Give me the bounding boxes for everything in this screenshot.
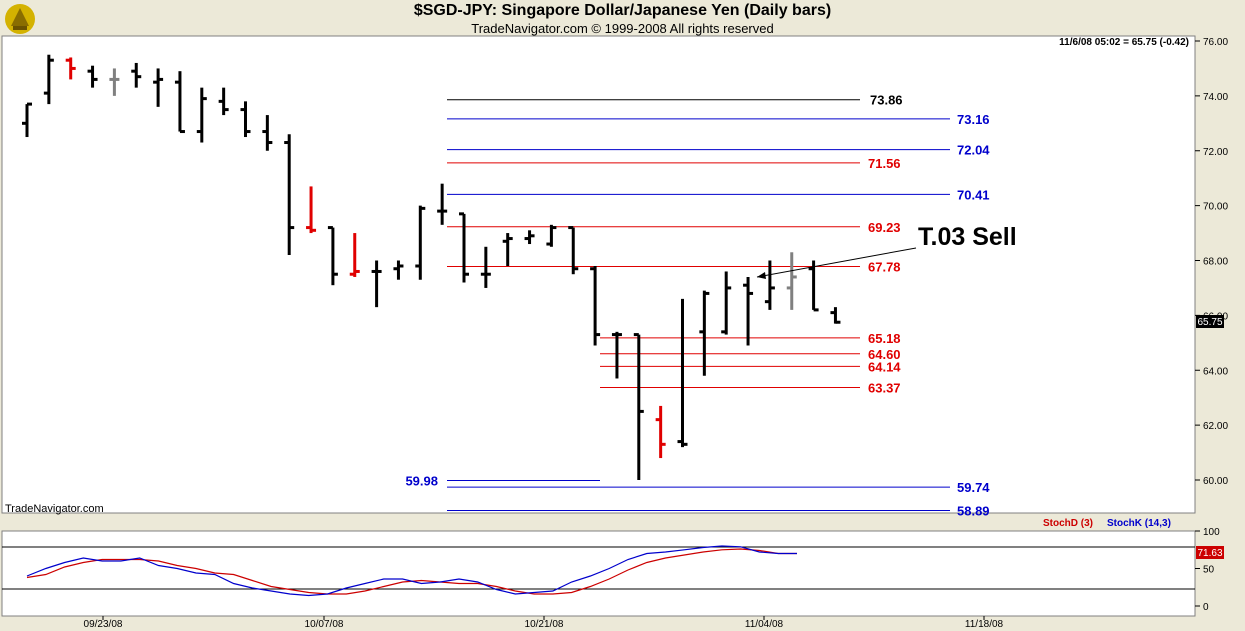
level-label: 65.18 bbox=[868, 331, 901, 346]
ohlc-bar bbox=[306, 186, 317, 234]
ohlc-bar bbox=[371, 260, 382, 308]
ohlc-bar bbox=[22, 102, 32, 138]
stoch-tick-label: 50 bbox=[1203, 565, 1215, 576]
x-tick-label: 10/07/08 bbox=[305, 619, 344, 630]
x-axis: 09/23/08 10/07/08 10/21/08 11/04/08 11/18/08 bbox=[84, 616, 1004, 630]
price-tick-label: 64.00 bbox=[1203, 366, 1228, 377]
price-tick-label: 74.00 bbox=[1203, 92, 1228, 103]
copyright: TradeNavigator.com © 1999-2008 All right… bbox=[471, 21, 774, 36]
last-price-tag bbox=[1196, 315, 1224, 328]
price-bars bbox=[22, 54, 841, 480]
level-label: 73.86 bbox=[870, 93, 903, 108]
ohlc-bar bbox=[109, 68, 120, 96]
ohlc-bar bbox=[437, 183, 448, 225]
price-y-axis: 76.0074.0072.0070.0068.0066.0064.0062.00… bbox=[1195, 37, 1228, 487]
stoch-tick-label: 100 bbox=[1203, 527, 1220, 538]
ohlc-bar bbox=[87, 65, 98, 88]
price-levels: 73.86 73.16 72.04 71.56 70.41 69.23 67.78 65.18… bbox=[405, 93, 990, 519]
x-tick-label: 11/18/08 bbox=[965, 619, 1004, 630]
ohlc-bar bbox=[764, 260, 775, 310]
ohlc-bar bbox=[349, 233, 360, 277]
ohlc-bar bbox=[393, 260, 404, 280]
x-tick-label: 10/21/08 bbox=[525, 619, 564, 630]
level-label: 64.14 bbox=[868, 359, 901, 374]
ohlc-bar bbox=[459, 212, 469, 283]
ohlc-bar bbox=[524, 230, 535, 245]
level-label: 71.56 bbox=[868, 156, 901, 171]
price-tick-label: 76.00 bbox=[1203, 37, 1228, 48]
level-label: 59.98 bbox=[405, 474, 438, 489]
watermark: TradeNavigator.com bbox=[5, 503, 104, 515]
stoch-tick-label: 0 bbox=[1203, 602, 1209, 613]
ohlc-bar bbox=[502, 233, 513, 266]
level-label: 70.41 bbox=[957, 187, 990, 202]
ohlc-bar bbox=[480, 246, 491, 288]
price-tick-label: 60.00 bbox=[1203, 476, 1228, 487]
level-label: 63.37 bbox=[868, 381, 901, 396]
x-tick-label: 11/04/08 bbox=[745, 619, 784, 630]
ohlc-bar bbox=[196, 87, 207, 143]
ohlc-bar bbox=[699, 290, 710, 376]
stochk-line bbox=[26, 545, 797, 597]
ohlc-bar bbox=[218, 87, 229, 116]
ohlc-bar bbox=[655, 405, 666, 459]
level-label: 67.78 bbox=[868, 260, 901, 275]
ohlc-bar bbox=[721, 271, 732, 335]
arrow-head-icon bbox=[757, 272, 766, 279]
ohlc-bar bbox=[415, 205, 426, 280]
level-label: 72.04 bbox=[957, 143, 990, 158]
annotation-text: T.03 Sell bbox=[918, 223, 1017, 251]
stochastic-panel bbox=[1, 530, 1196, 617]
stochk-legend: StochK (14,3) bbox=[1107, 518, 1171, 529]
price-tick-label: 72.00 bbox=[1203, 147, 1228, 158]
stoch-y-axis: 100 50 0 bbox=[1195, 527, 1220, 613]
level-label: 69.23 bbox=[868, 220, 901, 235]
ohlc-bar bbox=[830, 307, 841, 324]
ohlc-bar bbox=[677, 298, 688, 448]
stochd-legend: StochD (3) bbox=[1043, 518, 1093, 529]
ohlc-bar bbox=[262, 115, 273, 151]
level-label: 59.74 bbox=[957, 480, 990, 495]
ohlc-bar bbox=[808, 260, 819, 312]
ohlc-bar bbox=[131, 62, 142, 88]
ohlc-bar bbox=[546, 224, 557, 247]
ohlc-bar bbox=[743, 276, 754, 346]
chart-title: $SGD-JPY: Singapore Dollar/Japanese Yen … bbox=[413, 2, 832, 19]
ohlc-bar bbox=[153, 68, 164, 107]
price-tick-label: 62.00 bbox=[1203, 421, 1228, 432]
level-label: 64.60 bbox=[868, 347, 901, 362]
price-tick-label: 68.00 bbox=[1203, 257, 1228, 268]
ohlc-bar bbox=[327, 226, 338, 286]
level-label: 58.89 bbox=[957, 503, 990, 518]
ohlc-bar bbox=[174, 71, 185, 134]
ohlc-bar bbox=[568, 226, 579, 275]
stoch-last-tag bbox=[1196, 546, 1224, 559]
ohlc-bar bbox=[786, 252, 797, 310]
ohlc-bar bbox=[240, 101, 251, 138]
stoch-last-label: 71.63 bbox=[1197, 548, 1222, 559]
ohlc-bar bbox=[611, 331, 622, 379]
last-price-label: 65.75 bbox=[1197, 317, 1222, 328]
price-tick-label: 70.00 bbox=[1203, 202, 1228, 213]
quote-readout: 11/6/08 05:02 = 65.75 (-0.42) bbox=[1059, 37, 1189, 48]
ohlc-bar bbox=[590, 265, 601, 346]
x-tick-label: 09/23/08 bbox=[84, 619, 123, 630]
trade-navigator-logo-icon bbox=[5, 4, 35, 34]
level-label: 73.16 bbox=[957, 112, 990, 127]
ohlc-bar bbox=[633, 333, 644, 480]
stochastic-lines bbox=[26, 545, 797, 597]
annotation-arrow bbox=[756, 247, 917, 278]
ohlc-bar bbox=[284, 134, 295, 256]
ohlc-bar bbox=[65, 57, 76, 80]
ohlc-bar bbox=[43, 54, 54, 105]
